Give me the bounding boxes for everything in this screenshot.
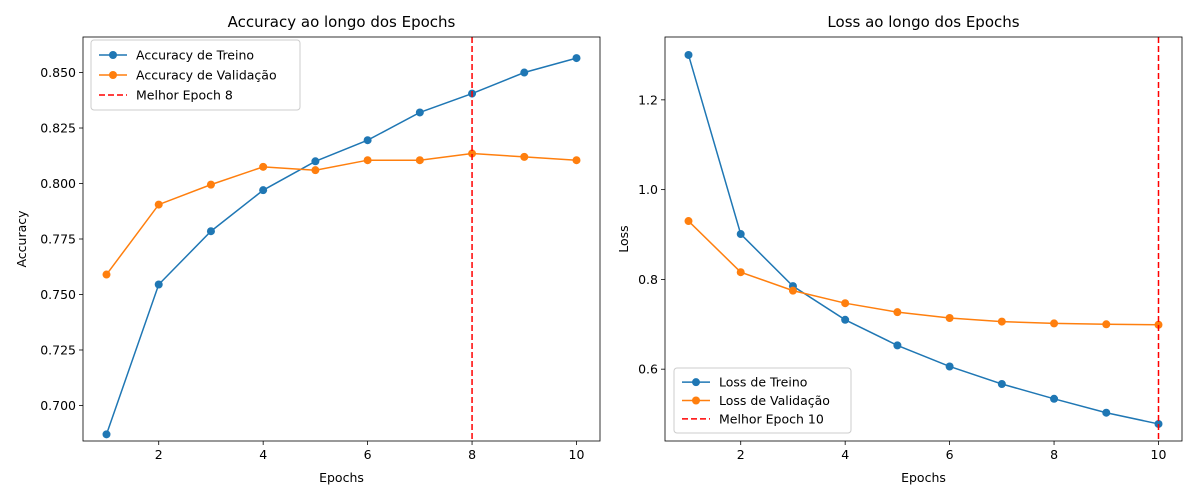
legend-marker-2 xyxy=(692,396,700,405)
y-tick-label: 0.725 xyxy=(40,342,76,357)
x-axis-label: Epochs xyxy=(319,470,364,485)
y-tick-label: 0.825 xyxy=(40,121,76,136)
legend: Loss de Treino Loss de Validação Melhor Ep… xyxy=(673,367,852,434)
y-axis-label: Loss xyxy=(616,225,631,252)
series-2-point xyxy=(893,308,902,317)
series-2-point xyxy=(1050,319,1059,328)
series-2-point xyxy=(102,270,111,279)
plot-area xyxy=(102,37,581,441)
axes-frame xyxy=(82,36,601,442)
series-1-point xyxy=(259,186,268,195)
series-1-point xyxy=(520,68,529,77)
x-tick-label: 4 xyxy=(841,447,849,462)
x-tick-label: 10 xyxy=(569,447,585,462)
series-1-point xyxy=(572,54,581,63)
legend-label-3: Melhor Epoch 10 xyxy=(719,411,824,426)
series-1-point xyxy=(945,362,954,371)
plot-area xyxy=(684,37,1163,441)
legend-box xyxy=(673,367,852,434)
legend-marker-2 xyxy=(109,71,117,79)
x-tick-label: 8 xyxy=(468,447,476,462)
series-2-point xyxy=(206,180,215,189)
series-2-point xyxy=(311,166,320,175)
series-2-point xyxy=(363,156,372,165)
y-tick-label: 0.750 xyxy=(40,287,76,302)
legend-box xyxy=(90,39,301,111)
legend-label-2: Loss de Validação xyxy=(719,393,830,408)
series-2-point xyxy=(1102,320,1111,329)
chart-title: Loss ao longo dos Epochs xyxy=(827,13,1019,31)
y-tick-label: 0.700 xyxy=(40,398,76,413)
series-2-point xyxy=(788,286,797,295)
axes-frame xyxy=(664,36,1183,442)
series-2-point xyxy=(415,156,424,165)
x-tick-label: 2 xyxy=(155,447,163,462)
series-1-point xyxy=(997,379,1006,388)
y-tick-label: 1.2 xyxy=(638,92,658,107)
series-1-point xyxy=(736,230,745,239)
x-tick-label: 4 xyxy=(259,447,267,462)
series-line-2 xyxy=(105,152,577,275)
chart-panel-1: Accuracy ao longo dos Epochs 2 4 6 8 10 0.700 0… xyxy=(14,13,601,485)
chart-title: Accuracy ao longo dos Epochs xyxy=(228,13,456,31)
legend-label-3: Melhor Epoch 8 xyxy=(136,88,233,103)
series-2-point xyxy=(468,149,477,158)
chart-panel-2: Loss ao longo dos Epochs 2 4 6 8 10 0.6 0.8 1.0 1… xyxy=(616,13,1183,485)
series-1-point xyxy=(1102,408,1111,417)
y-tick-label: 1.0 xyxy=(638,182,658,197)
legend-label-1: Loss de Treino xyxy=(719,375,807,390)
x-axis-label: Epochs xyxy=(901,470,946,485)
x-tick-label: 2 xyxy=(737,447,745,462)
y-tick-label: 0.8 xyxy=(638,272,658,287)
series-1-point xyxy=(415,108,424,117)
series-2-point xyxy=(997,317,1006,326)
series-2-point xyxy=(736,268,745,277)
legend-marker-1 xyxy=(692,378,700,387)
legend-label-2: Accuracy de Validação xyxy=(136,68,277,83)
y-tick-label: 0.800 xyxy=(40,176,76,191)
y-tick-label: 0.6 xyxy=(638,362,658,377)
x-tick-label: 10 xyxy=(1151,447,1167,462)
y-axis-label: Accuracy xyxy=(14,210,29,268)
x-tick-label: 8 xyxy=(1050,447,1058,462)
series-2-point xyxy=(572,156,581,165)
series-1-point xyxy=(154,280,163,289)
y-tick-label: 0.850 xyxy=(40,65,76,80)
series-2-point xyxy=(1154,320,1163,329)
series-2-point xyxy=(520,152,529,161)
series-1-point xyxy=(1154,419,1163,428)
series-2-point xyxy=(259,162,268,171)
series-1-point xyxy=(893,341,902,350)
series-2-point xyxy=(684,217,693,226)
x-tick-label: 6 xyxy=(364,447,372,462)
series-1-point xyxy=(684,50,693,59)
series-1-point xyxy=(102,430,111,439)
series-line-2 xyxy=(687,220,1159,326)
x-tick-label: 6 xyxy=(946,447,954,462)
series-2-point xyxy=(154,200,163,209)
legend-marker-1 xyxy=(109,51,117,59)
series-line-1 xyxy=(105,57,577,435)
legend: Accuracy de Treino Accuracy de Validação M… xyxy=(90,39,301,111)
series-1-point xyxy=(841,315,850,324)
series-1-point xyxy=(1050,394,1059,403)
y-tick-label: 0.775 xyxy=(40,232,76,247)
series-1-point xyxy=(363,136,372,145)
legend-label-1: Accuracy de Treino xyxy=(136,48,254,63)
series-1-point xyxy=(311,157,320,166)
series-2-point xyxy=(945,314,954,323)
series-line-1 xyxy=(687,54,1159,425)
series-2-point xyxy=(841,299,850,308)
series-1-point xyxy=(206,227,215,236)
